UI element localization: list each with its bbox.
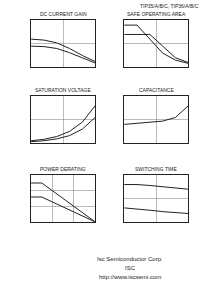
svg-text:DC CURRENT GAIN: DC CURRENT GAIN [40,11,87,17]
svg-text:SAFE OPERATING AREA: SAFE OPERATING AREA [127,11,186,17]
svg-text:CAPACITANCE: CAPACITANCE [139,87,174,93]
svg-text:Isc Semiconductor Corp.: Isc Semiconductor Corp. [97,256,163,262]
svg-text:http://www.iscsemi.com: http://www.iscsemi.com [99,274,161,280]
svg-text:POWER DERATING: POWER DERATING [40,166,86,172]
svg-text:ISC: ISC [125,265,136,271]
svg-text:TIP35/A/B/C, TIP36/A/B/C: TIP35/A/B/C, TIP36/A/B/C [140,3,199,9]
svg-text:SATURATION VOLTAGE: SATURATION VOLTAGE [35,87,91,93]
svg-text:SWITCHING TIME: SWITCHING TIME [135,166,178,172]
